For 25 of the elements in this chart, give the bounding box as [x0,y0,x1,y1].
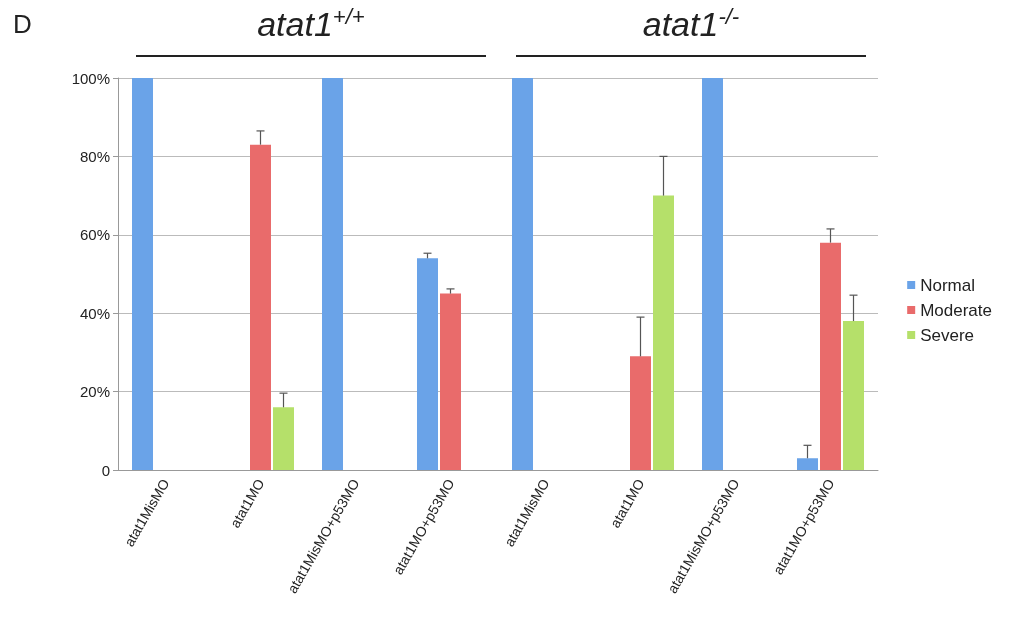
y-tick-label: 40% [79,304,110,322]
legend-label: Moderate [920,300,993,320]
bar [273,407,294,470]
text: atat1$^{+/+}$ [257,4,365,44]
y-tick-label: 60% [79,226,110,244]
bar [843,321,864,470]
y-tick-label: 20% [79,383,110,401]
bar [702,78,723,470]
text: atat1$^{-/-}$ [642,4,740,44]
chart-title: D [13,9,32,39]
bar [820,242,841,470]
bar [132,78,153,470]
legend-label: Normal [920,275,975,295]
y-tick-label: 0 [101,461,110,479]
bar [322,78,343,470]
bar [630,356,651,470]
legend-label: Severe [920,325,975,345]
y-tick-label: 80% [79,147,110,165]
bar [417,258,438,470]
bar [440,293,461,470]
bar [512,78,533,470]
bar [797,458,818,470]
y-tick-label: 100% [71,69,110,87]
bar [250,144,271,470]
bar [653,195,674,470]
